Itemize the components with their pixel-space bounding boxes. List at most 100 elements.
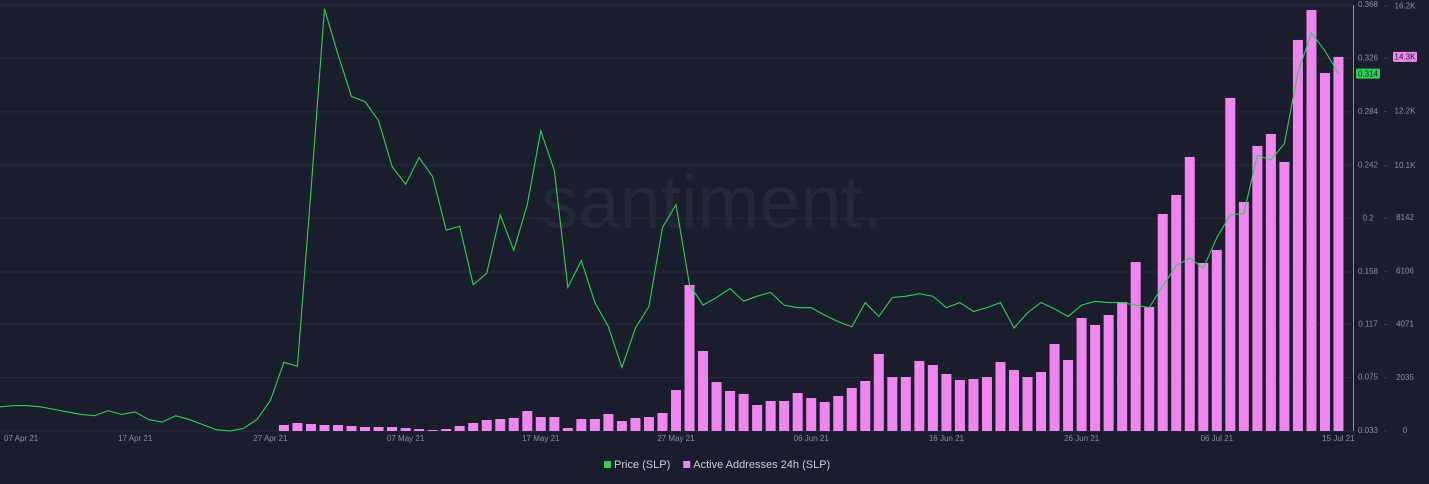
x-tick-label: 06 Jul 21 (1201, 434, 1234, 443)
legend-label: Active Addresses 24h (SLP) (693, 459, 830, 471)
bar (1036, 371, 1047, 431)
bar (414, 429, 425, 431)
bar (305, 423, 316, 431)
bar (278, 425, 289, 431)
bar (995, 361, 1006, 431)
bar (914, 360, 925, 431)
bar (387, 426, 398, 431)
bar (1198, 262, 1209, 431)
bar (738, 393, 749, 431)
bar (522, 410, 533, 431)
bar (1130, 261, 1141, 431)
y-tick-label: 0.242 (1358, 160, 1379, 169)
bar (1319, 72, 1330, 431)
bar (1103, 314, 1114, 431)
bar (468, 422, 479, 431)
legend-swatch (604, 461, 611, 468)
bar (292, 422, 303, 431)
legend: Price (SLP) Active Addresses 24h (SLP) (604, 459, 830, 471)
bar (400, 427, 411, 431)
bar (1171, 194, 1182, 431)
value-badge (1393, 51, 1417, 62)
bar (833, 395, 844, 431)
value-badge-label: 0.314 (1358, 69, 1379, 78)
bar (427, 430, 438, 431)
bar (711, 382, 722, 431)
y-tick-label: 0.284 (1358, 107, 1379, 116)
bar (1333, 56, 1344, 432)
bar (549, 417, 560, 431)
bar (752, 404, 763, 431)
bar (1144, 306, 1155, 431)
bar (1049, 343, 1060, 431)
bar (887, 377, 898, 431)
bar (657, 413, 668, 431)
x-tick-label: 15 Jul 21 (1322, 434, 1355, 443)
bar (616, 421, 627, 431)
x-tick-label: 27 Apr 21 (253, 434, 288, 443)
x-tick-label: 07 Apr 21 (4, 434, 39, 443)
bar (1238, 201, 1249, 431)
bar (1022, 377, 1033, 431)
bar (819, 401, 830, 431)
legend-label: Price (SLP) (614, 459, 670, 471)
y-tick-label: 0.158 (1358, 267, 1379, 276)
legend-swatch (683, 461, 691, 468)
x-tick-label: 17 May 21 (522, 434, 560, 443)
bar (806, 397, 817, 431)
bar (630, 417, 641, 431)
bar (1076, 317, 1087, 431)
bar (360, 426, 371, 431)
x-tick-label: 07 May 21 (387, 434, 425, 443)
value-badge-label: 14.3K (1395, 53, 1417, 62)
bar (765, 400, 776, 431)
bar (1292, 39, 1303, 432)
bar (698, 351, 709, 431)
bar (481, 419, 492, 431)
bar (779, 400, 790, 431)
y-tick-label: 0.326 (1358, 54, 1379, 63)
bar (873, 353, 884, 431)
bar (1252, 145, 1263, 432)
bar (603, 413, 614, 431)
bar (1211, 249, 1222, 431)
y2-tick-label: 8142 (1396, 213, 1414, 222)
bar (346, 426, 357, 431)
bar (508, 417, 519, 431)
bar (333, 425, 343, 431)
y-tick-label: 0.2 (1362, 214, 1374, 223)
price-line (0, 8, 1339, 432)
y-tick-label: 0.117 (1358, 319, 1378, 328)
bar (535, 417, 546, 431)
y-tick-label: 0.033 (1358, 426, 1379, 435)
bar (941, 373, 952, 431)
bar (1184, 156, 1195, 431)
bar (968, 378, 979, 431)
y2-tick-label: 0 (1403, 426, 1408, 435)
bar (589, 418, 600, 431)
bar (954, 379, 965, 431)
y2-tick-label: 16.2K (1395, 1, 1417, 10)
y2-tick-label: 2035 (1396, 373, 1414, 382)
bar (981, 377, 992, 431)
y-tick-label: 0.368 (1358, 0, 1379, 9)
y2-tick-label: 12.2K (1395, 107, 1417, 116)
bar (1306, 9, 1317, 431)
bar (643, 417, 654, 431)
x-tick-label: 06 Jun 21 (794, 434, 830, 443)
bar (576, 418, 587, 431)
bar (684, 284, 695, 431)
bar (373, 426, 384, 431)
y2-tick-label: 4071 (1396, 320, 1414, 329)
bar (846, 387, 857, 431)
bar (1279, 161, 1290, 431)
x-tick-label: 17 Apr 21 (118, 434, 153, 443)
watermark: santiment. (541, 161, 882, 244)
bar (1225, 97, 1236, 431)
bar (792, 392, 803, 431)
bar (927, 364, 938, 431)
bar (725, 391, 736, 431)
y-tick-label: 0.075 (1358, 373, 1379, 382)
